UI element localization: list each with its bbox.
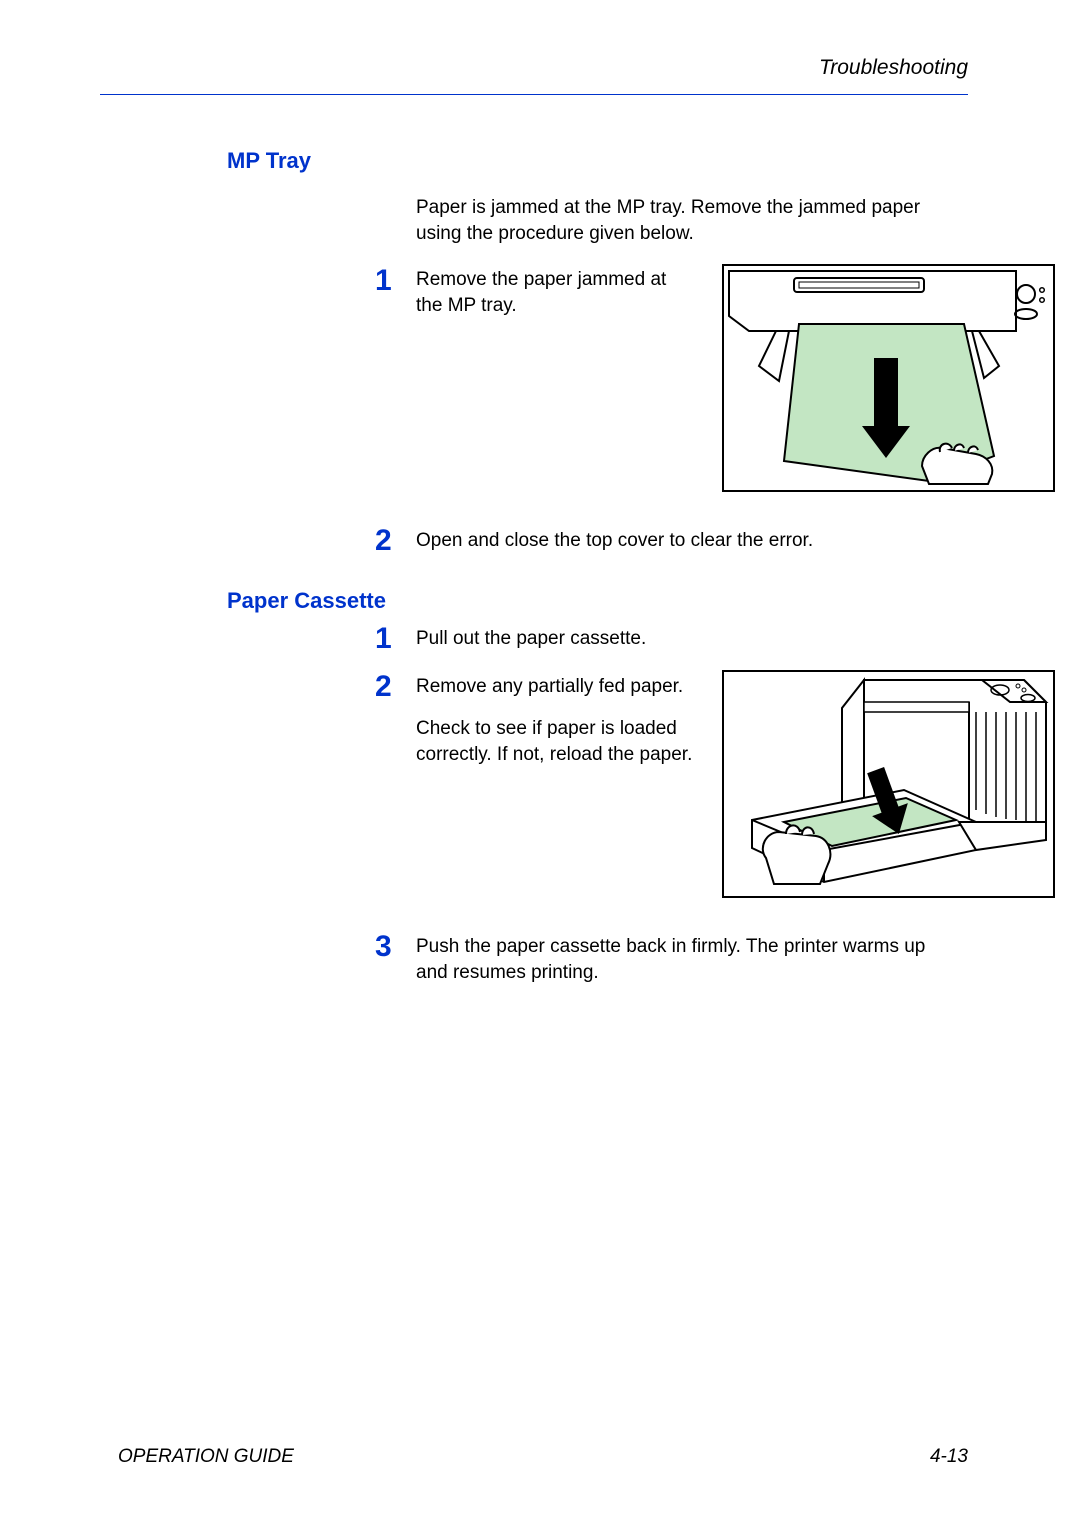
section-intro-mp-tray: Paper is jammed at the MP tray. Remove t…: [416, 195, 940, 246]
page: Troubleshooting MP Tray Paper is jammed …: [0, 0, 1080, 1528]
step-number: 1: [375, 622, 415, 656]
section-title-paper-cassette: Paper Cassette: [227, 588, 386, 614]
header-rule: [100, 94, 968, 95]
step-text: Remove any partially fed paper.: [416, 674, 704, 700]
section-title-mp-tray: MP Tray: [227, 148, 311, 174]
step-number: 2: [375, 524, 415, 558]
step-text-secondary: Check to see if paper is loaded correctl…: [416, 716, 712, 767]
illustration-mp-tray: [722, 264, 1055, 492]
step-number: 2: [375, 670, 415, 704]
step-number: 1: [375, 264, 415, 298]
step-text: Remove the paper jammed at the MP tray.: [416, 267, 686, 318]
footer-right: 4-13: [930, 1446, 968, 1468]
illustration-paper-cassette: [722, 670, 1055, 898]
step-text: Open and close the top cover to clear th…: [416, 528, 936, 554]
step-number: 3: [375, 930, 415, 964]
step-text: Pull out the paper cassette.: [416, 626, 716, 652]
chapter-title: Troubleshooting: [819, 56, 968, 80]
step-text: Push the paper cassette back in firmly. …: [416, 934, 956, 985]
footer-left: OPERATION GUIDE: [118, 1446, 294, 1468]
